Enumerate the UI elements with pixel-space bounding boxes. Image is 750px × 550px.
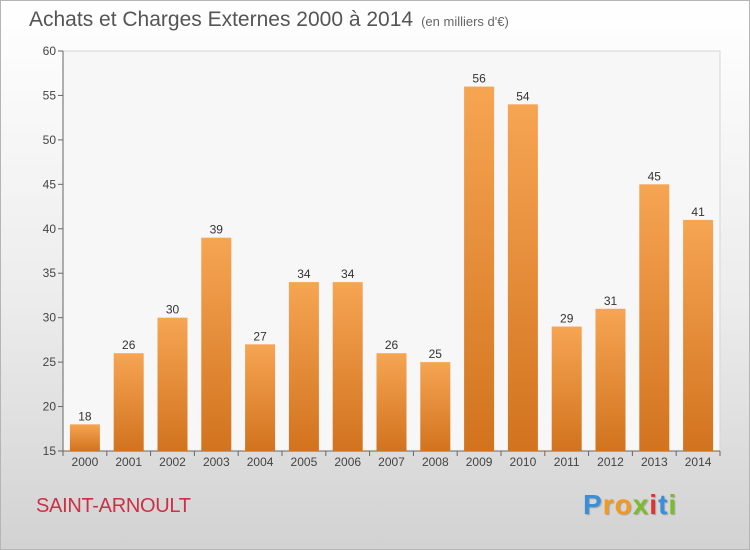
logo-letter: i xyxy=(649,489,659,520)
y-tick-label: 35 xyxy=(43,266,57,280)
y-tick-label: 40 xyxy=(43,222,57,236)
data-label-2014: 41 xyxy=(691,205,705,219)
bar-2004 xyxy=(245,344,276,451)
data-label-2013: 45 xyxy=(648,169,662,183)
data-label-2010: 54 xyxy=(516,89,530,103)
x-tick-label-2008: 2008 xyxy=(422,455,449,469)
bar-2011 xyxy=(551,326,582,451)
data-label-2006: 34 xyxy=(341,267,355,281)
y-tick-label: 45 xyxy=(43,177,57,191)
data-label-2003: 39 xyxy=(210,223,224,237)
commune-name: SAINT-ARNOULT xyxy=(36,495,191,517)
logo-letter: t xyxy=(658,489,669,520)
logo-letter: o xyxy=(614,489,633,520)
x-tick-label-2007: 2007 xyxy=(378,455,405,469)
bar-2012 xyxy=(595,308,626,451)
bar-2009 xyxy=(464,86,495,452)
x-tick-label-2013: 2013 xyxy=(641,455,668,469)
x-tick-label-2004: 2004 xyxy=(247,455,274,469)
x-tick-label-2002: 2002 xyxy=(159,455,186,469)
logo-letter: P xyxy=(583,489,603,520)
logo-letter: i xyxy=(668,489,678,520)
logo-letter: r xyxy=(602,489,615,520)
bar-2003 xyxy=(201,237,232,451)
bar-2002 xyxy=(157,317,188,451)
chart-title: Achats et Charges Externes 2000 à 2014 (e… xyxy=(29,8,509,32)
x-tick-label-2012: 2012 xyxy=(597,455,624,469)
bar-2006 xyxy=(332,282,363,451)
x-tick-label-2000: 2000 xyxy=(72,455,99,469)
x-tick-label-2014: 2014 xyxy=(685,455,712,469)
y-tick-label: 20 xyxy=(43,400,57,414)
x-tick-label-2003: 2003 xyxy=(203,455,230,469)
data-label-2012: 31 xyxy=(604,294,618,308)
bar-2007 xyxy=(376,353,407,451)
y-tick-label: 25 xyxy=(43,355,57,369)
y-tick-label: 55 xyxy=(43,88,57,102)
data-label-2008: 25 xyxy=(429,347,443,361)
bar-2010 xyxy=(507,104,538,451)
bar-2000 xyxy=(69,424,100,451)
data-label-2002: 30 xyxy=(166,303,180,317)
data-label-2004: 27 xyxy=(253,329,267,343)
data-label-2011: 29 xyxy=(560,312,574,326)
data-label-2001: 26 xyxy=(122,338,136,352)
x-tick-label-2011: 2011 xyxy=(554,455,580,469)
bar-2014 xyxy=(683,219,714,451)
x-tick-label-2005: 2005 xyxy=(291,455,318,469)
bar-2005 xyxy=(288,282,319,451)
data-label-2009: 56 xyxy=(472,72,486,86)
data-label-2007: 26 xyxy=(385,338,399,352)
logo-letter: x xyxy=(632,489,650,520)
x-tick-label-2001: 2001 xyxy=(115,455,142,469)
chart-title-text: Achats et Charges Externes 2000 à 2014 xyxy=(29,8,414,31)
y-tick-label: 60 xyxy=(43,44,57,58)
data-label-2005: 34 xyxy=(297,267,311,281)
x-tick-label-2009: 2009 xyxy=(466,455,493,469)
chart-unit: (en milliers d'€) xyxy=(421,14,509,29)
y-tick-label: 50 xyxy=(43,133,57,147)
y-tick-label: 30 xyxy=(43,311,57,325)
x-tick-label-2010: 2010 xyxy=(510,455,537,469)
bar-2008 xyxy=(420,362,451,451)
x-tick-label-2006: 2006 xyxy=(334,455,361,469)
proxiti-logo: Proxiti xyxy=(583,489,677,521)
bar-2001 xyxy=(113,353,144,451)
y-tick-label: 15 xyxy=(43,444,57,458)
data-label-2000: 18 xyxy=(78,409,92,423)
bar-2013 xyxy=(639,184,670,452)
